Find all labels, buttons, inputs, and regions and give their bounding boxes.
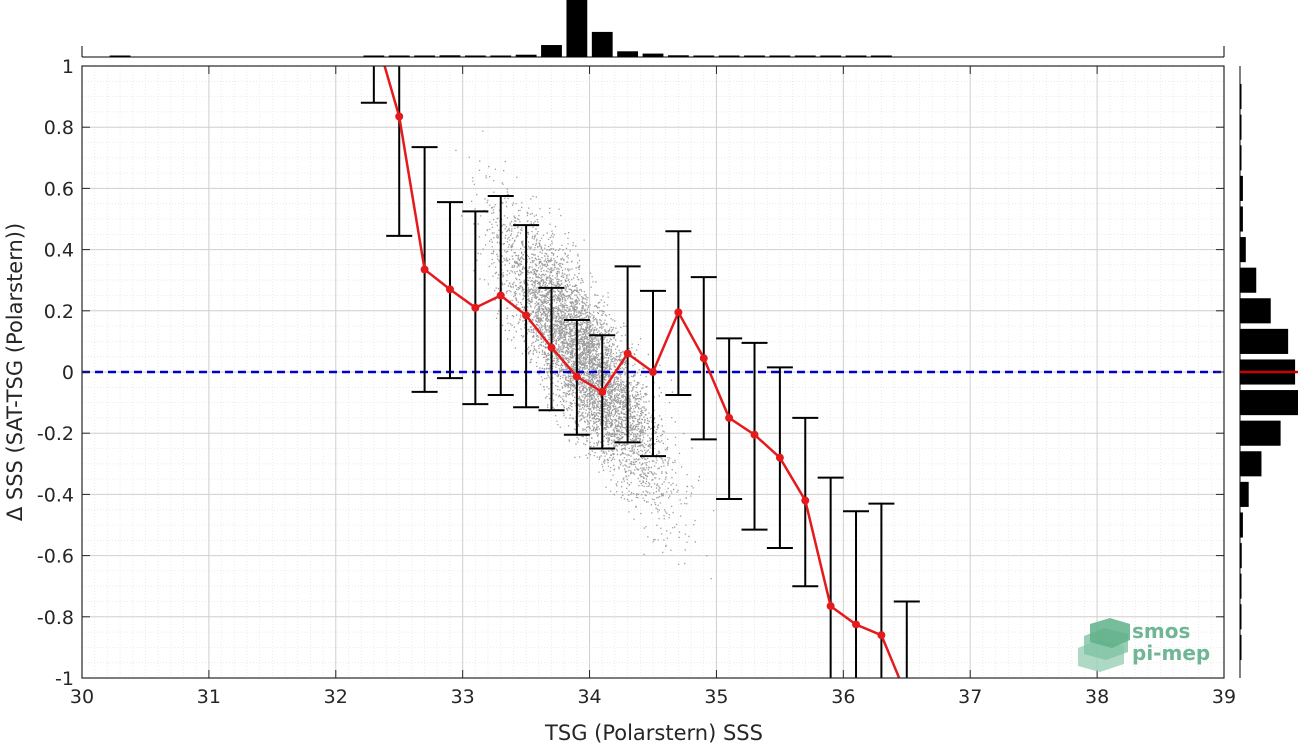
top-hist-bar — [109, 55, 131, 57]
top-hist-bar — [566, 0, 588, 57]
right-hist-bar — [1240, 145, 1242, 171]
mean-marker — [674, 308, 683, 317]
x-tick-label: 39 — [1212, 686, 1236, 708]
x-tick-label: 33 — [451, 686, 475, 708]
top-hist-bar — [490, 55, 512, 57]
mean-marker — [496, 291, 505, 300]
top-hist-bar — [794, 55, 816, 57]
right-hist-bar — [1240, 328, 1289, 354]
mean-marker — [826, 602, 835, 611]
right-histogram — [1239, 66, 1298, 678]
y-tick-label: 0.8 — [44, 117, 74, 139]
logo-mark-icon — [1078, 618, 1130, 672]
scatter-points — [455, 130, 715, 580]
mean-marker — [522, 311, 531, 320]
top-hist-bar — [541, 45, 562, 57]
mean-marker — [877, 631, 886, 640]
mean-marker — [750, 430, 759, 439]
mean-marker — [395, 112, 404, 121]
right-hist-bar — [1240, 420, 1281, 446]
mean-marker — [801, 496, 810, 505]
x-tick-label: 35 — [704, 686, 728, 708]
mean-marker — [598, 387, 607, 396]
y-tick-label: 0.2 — [44, 301, 74, 323]
top-hist-bar — [388, 55, 410, 57]
mean-series — [383, 66, 901, 678]
y-tick-label: 0.6 — [44, 178, 74, 200]
right-hist-bar — [1240, 298, 1271, 324]
top-hist-bar — [667, 55, 689, 57]
right-hist-bar — [1240, 390, 1298, 416]
right-hist-bar — [1240, 573, 1242, 599]
top-hist-bar — [845, 55, 867, 57]
y-tick-label: 0 — [62, 362, 74, 384]
right-hist-bar — [1240, 543, 1242, 569]
x-tick-label: 37 — [958, 686, 982, 708]
x-tick-label: 34 — [577, 686, 601, 708]
mean-marker — [445, 285, 454, 294]
x-axis-title: TSG (Polarstern) SSS — [544, 721, 763, 745]
x-tick-label: 30 — [70, 686, 94, 708]
mean-marker — [471, 303, 480, 312]
x-tick-label: 32 — [324, 686, 348, 708]
mean-marker — [572, 372, 581, 381]
top-hist-bar — [820, 55, 842, 57]
right-hist-bar — [1240, 451, 1262, 477]
smos-logo: smos pi-mep — [1078, 618, 1210, 672]
y-tick-label: -0.2 — [37, 423, 74, 445]
right-hist-bar — [1240, 206, 1243, 232]
y-tick-label: -0.6 — [37, 546, 74, 568]
mean-marker — [649, 368, 657, 376]
mean-marker — [775, 453, 784, 462]
top-hist-bar — [642, 53, 664, 57]
right-hist-bar — [1240, 267, 1257, 293]
mean-marker — [725, 413, 734, 422]
x-tick-label: 31 — [197, 686, 221, 708]
x-tick-label: 38 — [1085, 686, 1109, 708]
mean-marker — [852, 620, 861, 629]
top-hist-bar — [693, 55, 715, 57]
top-hist-bar — [414, 55, 436, 57]
right-hist-bar — [1240, 114, 1242, 140]
axes: 30 31 32 33 34 35 36 37 38 39 -1 -0.8 -0.6 -0.4 -0.2 0 0… — [37, 56, 1236, 708]
top-hist-bar — [744, 55, 765, 57]
top-hist-bar — [439, 55, 461, 57]
top-hist-bar — [617, 51, 639, 57]
y-tick-label: 1 — [62, 56, 74, 78]
mean-marker — [699, 354, 708, 363]
top-hist-bar — [464, 55, 486, 57]
top-hist-bar — [515, 54, 537, 57]
top-hist-bar — [363, 55, 385, 57]
top-hist-bar — [591, 31, 613, 57]
y-tick-label: -0.8 — [37, 607, 74, 629]
logo-text-line1: smos — [1132, 619, 1190, 643]
logo-text-line2: pi-mep — [1132, 641, 1210, 665]
right-hist-bar — [1240, 84, 1242, 110]
scatter-cloud — [455, 130, 715, 580]
y-axis-title: Δ SSS (SAT-TSG (Polarstern)) — [3, 223, 27, 521]
top-histogram — [81, 0, 1225, 58]
mean-marker — [420, 265, 429, 274]
right-hist-bar — [1240, 481, 1249, 507]
top-hist-bar — [718, 55, 740, 57]
x-tick-label: 36 — [831, 686, 855, 708]
right-hist-bar — [1240, 512, 1243, 538]
right-hist-bar — [1240, 634, 1242, 660]
mean-marker — [547, 343, 556, 352]
y-tick-label: -0.4 — [37, 484, 74, 506]
right-hist-bar — [1240, 175, 1243, 201]
right-hist-bar — [1240, 604, 1242, 630]
y-tick-label: -1 — [55, 668, 74, 690]
mean-marker — [623, 349, 632, 358]
right-hist-bar — [1240, 237, 1246, 263]
y-tick-label: 0.4 — [44, 240, 74, 262]
top-hist-bar — [870, 55, 892, 57]
top-hist-bar — [769, 55, 791, 57]
mean-line — [383, 66, 901, 678]
